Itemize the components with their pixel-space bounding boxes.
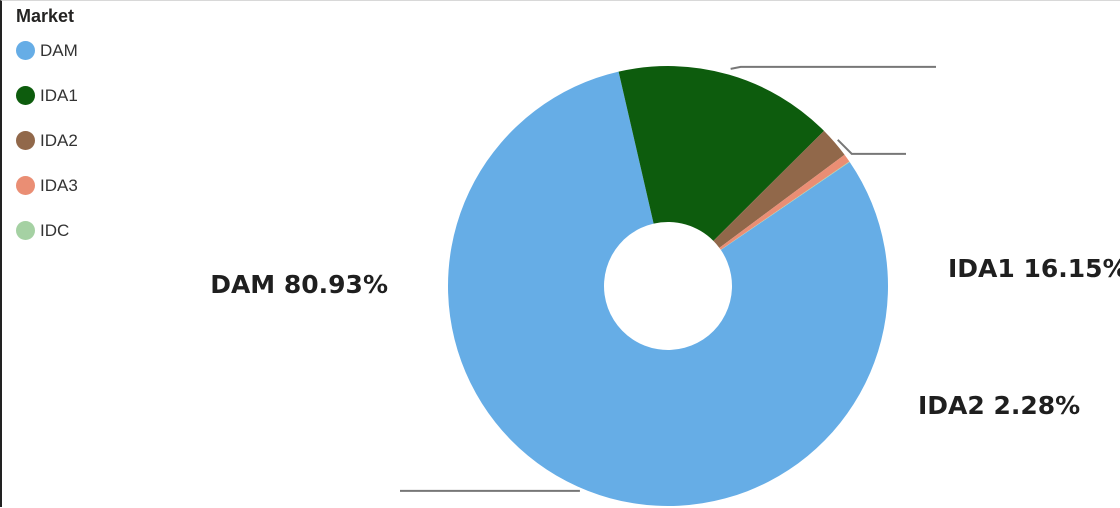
legend-label-ida3: IDA3 xyxy=(40,175,78,195)
legend-item-ida2[interactable]: IDA2 xyxy=(16,118,78,163)
legend-label-idc: IDC xyxy=(40,220,70,240)
donut-slices xyxy=(447,66,888,507)
legend-label-dam: DAM xyxy=(40,40,78,60)
legend-dot-ida1 xyxy=(16,86,35,105)
data-label-ida2: IDA2 2.28% xyxy=(918,391,1080,420)
leader-line-ida2 xyxy=(837,139,906,155)
leader-line-ida1 xyxy=(730,65,936,70)
legend-dot-ida3 xyxy=(16,176,35,195)
data-label-dam: DAM 80.93% xyxy=(210,270,388,299)
legend-dot-dam xyxy=(16,41,35,60)
leader-lines xyxy=(400,65,936,492)
legend-item-dam[interactable]: DAM xyxy=(16,28,78,73)
data-label-ida1: IDA1 16.15% xyxy=(948,254,1120,283)
slice-ida3[interactable] xyxy=(719,154,850,250)
legend-item-idc[interactable]: IDC xyxy=(16,208,78,253)
slice-dam[interactable] xyxy=(447,71,888,507)
legend-dot-idc xyxy=(16,221,35,240)
slice-ida2[interactable] xyxy=(713,130,845,248)
legend-title: Market xyxy=(16,6,75,26)
legend-item-ida3[interactable]: IDA3 xyxy=(16,163,78,208)
legend: Market DAM IDA1 IDA2 IDA3 IDC xyxy=(16,5,78,254)
legend-item-ida1[interactable]: IDA1 xyxy=(16,73,78,118)
data-labels: DAM 80.93% IDA1 16.15% IDA2 2.28% xyxy=(210,254,1120,420)
legend-dot-ida2 xyxy=(16,131,35,150)
legend-label-ida2: IDA2 xyxy=(40,130,78,150)
slice-idc[interactable] xyxy=(720,161,850,250)
slice-ida1[interactable] xyxy=(618,66,825,241)
legend-label-ida1: IDA1 xyxy=(40,85,78,105)
